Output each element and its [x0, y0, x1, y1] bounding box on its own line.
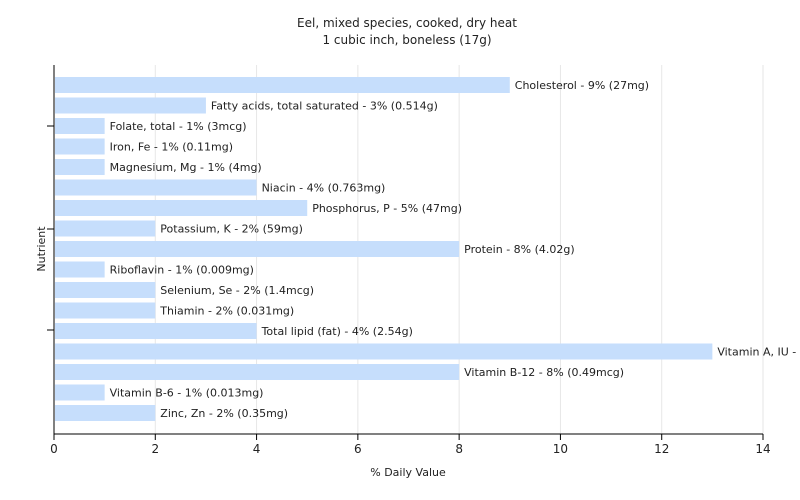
bar-label: Vitamin B-12 - 8% (0.49mcg) [464, 366, 624, 379]
chart-subtitle: 1 cubic inch, boneless (17g) [322, 33, 491, 47]
bar [55, 261, 105, 278]
chart-title: Eel, mixed species, cooked, dry heat [297, 16, 517, 30]
bar-label: Riboflavin - 1% (0.009mg) [110, 264, 254, 277]
bar-label: Potassium, K - 2% (59mg) [160, 223, 303, 236]
x-tick-label: 4 [253, 442, 261, 456]
bar-label: Total lipid (fat) - 4% (2.54g) [261, 325, 413, 338]
bar-label: Phosphorus, P - 5% (47mg) [312, 202, 462, 215]
bar [55, 302, 156, 319]
x-axis-label: % Daily Value [370, 466, 446, 479]
bar-label: Niacin - 4% (0.763mg) [262, 182, 386, 195]
bar-label: Selenium, Se - 2% (1.4mcg) [160, 284, 314, 297]
bar-label: Protein - 8% (4.02g) [464, 243, 575, 256]
y-axis-label: Nutrient [35, 226, 48, 272]
bar [55, 343, 713, 360]
bar [55, 323, 257, 339]
bar-label: Vitamin B-6 - 1% (0.013mg) [110, 387, 264, 400]
bar-label: Fatty acids, total saturated - 3% (0.514… [211, 100, 438, 113]
bar-label: Thiamin - 2% (0.031mg) [159, 305, 294, 318]
bar-label: Folate, total - 1% (3mcg) [110, 120, 247, 133]
x-tick-label: 10 [553, 442, 568, 456]
x-tick-label: 6 [354, 442, 362, 456]
x-tick-label: 14 [755, 442, 770, 456]
bar [55, 220, 156, 237]
bar-label: Cholesterol - 9% (27mg) [515, 79, 649, 92]
bars: Cholesterol - 9% (27mg) Fatty acids, tota… [55, 77, 800, 421]
x-tick-label: 0 [50, 442, 58, 456]
x-ticks: 0 2 4 6 8 10 12 14 [50, 434, 771, 456]
bar [55, 179, 257, 196]
bar-label: Iron, Fe - 1% (0.11mg) [110, 141, 233, 154]
x-tick-label: 8 [455, 442, 463, 456]
axes [47, 65, 763, 435]
bar [55, 118, 105, 134]
bar [55, 200, 308, 216]
bar [55, 77, 510, 93]
x-tick-label: 12 [654, 442, 669, 456]
bar-label: Vitamin A, IU - 13% (644IU) [717, 346, 800, 359]
bar [55, 384, 105, 401]
x-tick-label: 2 [151, 442, 159, 456]
bar-label: Magnesium, Mg - 1% (4mg) [110, 161, 262, 174]
bar-label: Zinc, Zn - 2% (0.35mg) [160, 407, 288, 420]
bar [55, 97, 206, 114]
bar [55, 364, 460, 380]
bar [55, 405, 156, 421]
bar [55, 241, 460, 257]
bar [55, 282, 156, 298]
bar [55, 159, 105, 175]
bar [55, 138, 105, 155]
